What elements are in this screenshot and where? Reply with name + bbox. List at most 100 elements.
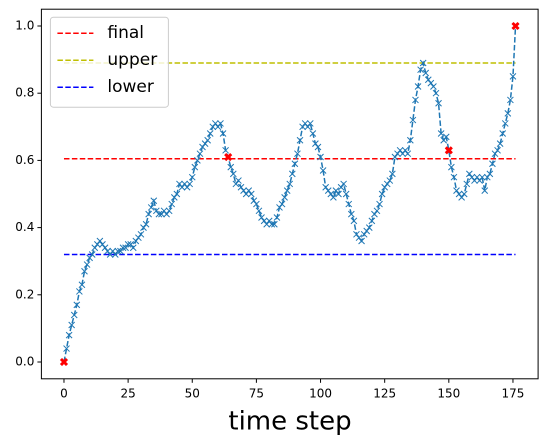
data-point: [227, 163, 235, 171]
data-point: [281, 194, 288, 201]
data-point: [442, 133, 450, 141]
data-point: [68, 321, 76, 329]
data-point: [186, 180, 194, 188]
data-point: [194, 157, 201, 164]
data-point: [142, 220, 150, 228]
data-point: [394, 150, 401, 158]
data-point: [296, 136, 304, 144]
data-point: [463, 180, 471, 188]
data-point: [245, 187, 253, 194]
data-point: [170, 194, 178, 201]
data-point: [340, 180, 347, 188]
data-point: [412, 96, 419, 104]
data-point: [458, 194, 465, 201]
data-point: [83, 261, 91, 268]
data-point: [471, 177, 478, 184]
data-point: [373, 207, 381, 215]
data-point: [301, 120, 309, 127]
data-point: [183, 183, 191, 191]
data-point: [219, 130, 227, 137]
data-point: [509, 73, 517, 80]
data-point: [419, 59, 427, 67]
x-tick-label: 25: [120, 386, 135, 400]
data-point: [450, 173, 458, 181]
data-point: [99, 241, 106, 248]
x-axis-label: time step: [228, 407, 351, 437]
data-point: [335, 190, 342, 198]
data-point: [273, 214, 281, 221]
data-point: [140, 224, 147, 231]
data-point: [78, 281, 86, 289]
data-point: [201, 140, 209, 147]
data-point: [260, 217, 268, 225]
data-point: [468, 173, 476, 181]
data-point: [363, 227, 371, 235]
data-point: [229, 170, 237, 178]
data-point: [496, 140, 504, 147]
data-point: [424, 76, 432, 84]
data-point: [483, 173, 491, 181]
data-point: [432, 89, 440, 97]
legend-box: [49, 16, 169, 108]
y-tick-label: 0.2: [15, 287, 34, 301]
data-point: [158, 210, 165, 218]
data-point: [247, 190, 255, 198]
data-point: [232, 180, 240, 188]
data-point: [196, 150, 204, 158]
data-point: [494, 146, 501, 154]
data-point: [368, 217, 376, 225]
data-point: [191, 163, 199, 171]
x-tick-label: 0: [60, 386, 68, 400]
data-point: [155, 210, 163, 218]
data-point: [86, 254, 93, 262]
data-point: [327, 190, 335, 198]
data-point: [253, 200, 260, 208]
data-point: [206, 130, 214, 137]
data-point: [145, 210, 152, 218]
data-point: [504, 110, 512, 117]
highlight-point: [224, 152, 233, 162]
data-point: [119, 244, 127, 252]
data-point: [381, 183, 389, 191]
data-point: [188, 173, 196, 181]
data-point: [314, 143, 322, 151]
data-point: [481, 187, 489, 194]
data-point: [65, 331, 73, 339]
data-point: [173, 190, 181, 198]
data-point: [309, 130, 317, 137]
y-tick-label: 0.4: [15, 220, 34, 234]
data-point: [455, 190, 463, 198]
data-point: [371, 210, 378, 218]
data-point: [176, 180, 183, 188]
data-point: [345, 200, 353, 208]
data-point: [322, 183, 330, 191]
data-point: [63, 345, 70, 352]
data-point: [93, 241, 101, 248]
legend-label: upper: [107, 50, 157, 70]
data-point: [160, 207, 168, 215]
data-point: [353, 230, 360, 238]
data-point: [478, 173, 486, 181]
data-point: [317, 153, 324, 161]
plot-frame: [40, 8, 539, 380]
data-point: [137, 230, 145, 238]
data-point: [265, 217, 273, 225]
data-point: [350, 217, 358, 225]
x-tick-label: 75: [249, 386, 264, 400]
legend-label: final: [107, 23, 144, 43]
data-point: [214, 123, 222, 131]
data-point: [347, 210, 355, 218]
data-point: [507, 96, 514, 104]
data-point: [104, 247, 111, 255]
data-point: [360, 230, 368, 238]
x-tick-label: 150: [437, 386, 460, 400]
legend-label: lower: [107, 77, 153, 97]
data-point: [211, 120, 219, 127]
data-point: [88, 251, 96, 258]
data-point: [324, 187, 332, 194]
data-point: [430, 83, 437, 90]
data-point: [376, 200, 383, 208]
data-point: [263, 220, 271, 228]
data-point: [465, 170, 473, 178]
data-point: [448, 163, 455, 171]
